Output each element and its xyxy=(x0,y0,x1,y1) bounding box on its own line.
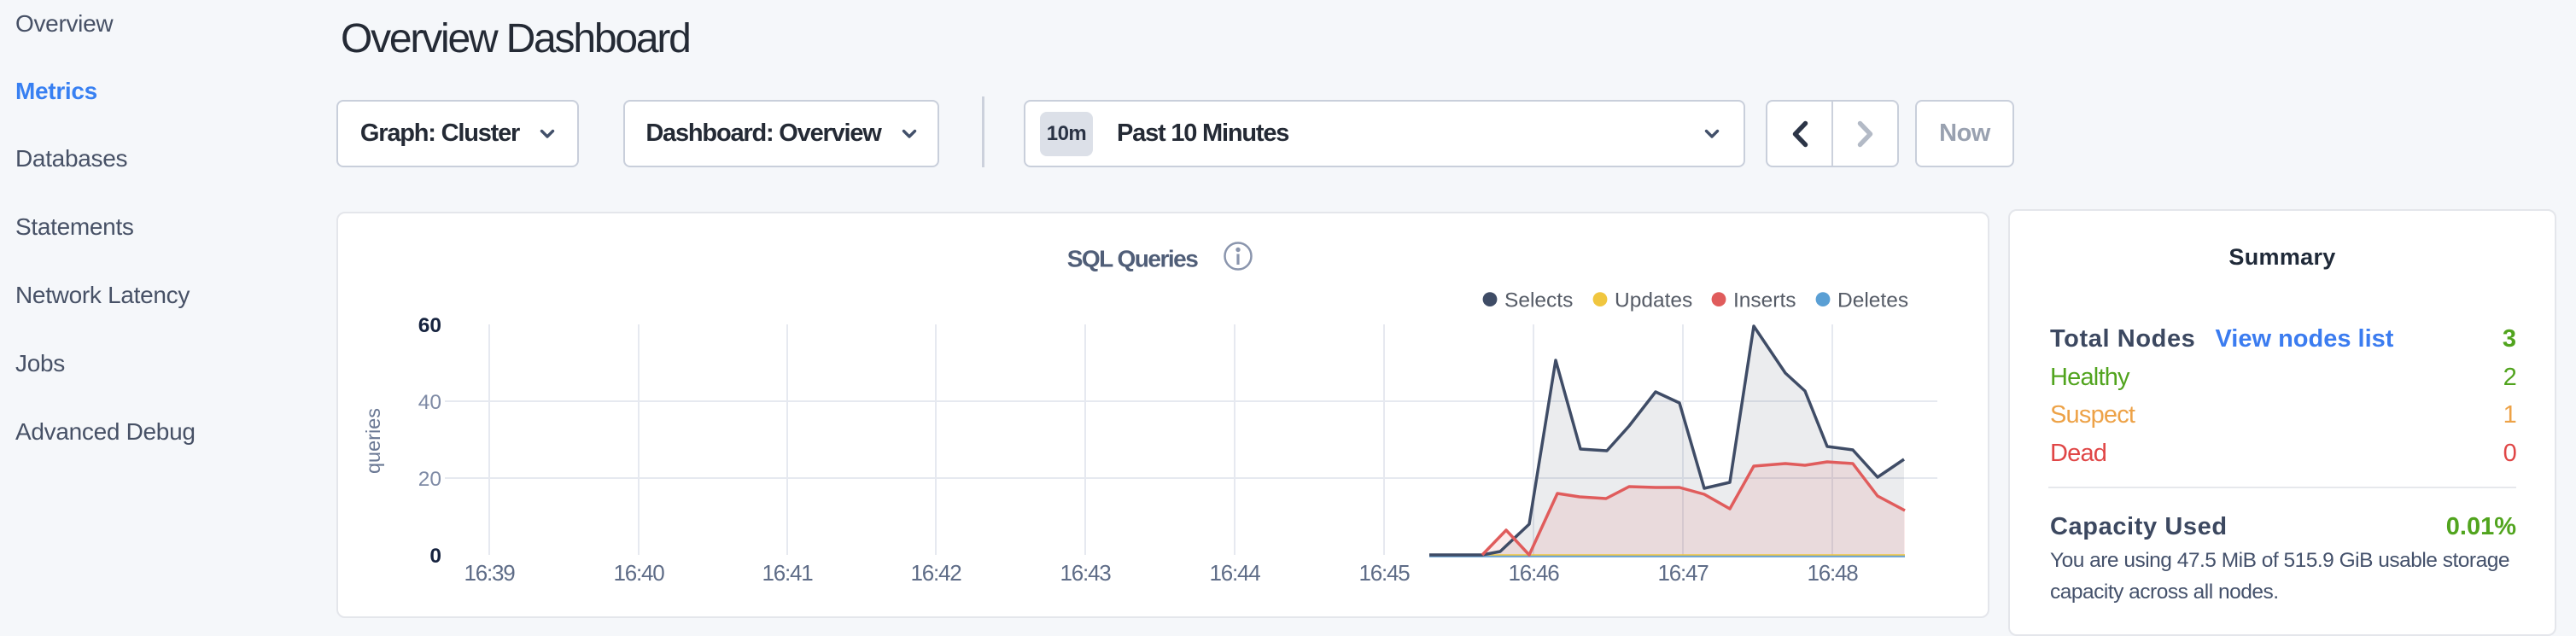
svg-text:16:40: 16:40 xyxy=(613,560,664,586)
svg-text:16:43: 16:43 xyxy=(1060,560,1111,586)
svg-text:16:46: 16:46 xyxy=(1508,560,1559,586)
svg-text:0: 0 xyxy=(429,545,441,568)
svg-text:16:39: 16:39 xyxy=(464,560,515,586)
svg-text:16:41: 16:41 xyxy=(762,560,813,586)
svg-text:Selects: Selects xyxy=(1504,289,1573,312)
svg-text:16:48: 16:48 xyxy=(1807,560,1858,586)
svg-text:60: 60 xyxy=(418,314,441,337)
svg-text:SQL Queries: SQL Queries xyxy=(1067,246,1199,272)
svg-text:Deletes: Deletes xyxy=(1837,289,1908,312)
svg-text:16:42: 16:42 xyxy=(910,560,961,586)
svg-text:Inserts: Inserts xyxy=(1733,289,1796,312)
svg-text:Updates: Updates xyxy=(1615,289,1692,312)
svg-text:16:47: 16:47 xyxy=(1657,560,1709,586)
svg-text:queries: queries xyxy=(362,408,384,474)
svg-text:16:44: 16:44 xyxy=(1209,560,1260,586)
svg-text:40: 40 xyxy=(418,391,441,414)
svg-text:16:45: 16:45 xyxy=(1358,560,1410,586)
svg-text:20: 20 xyxy=(418,468,441,491)
